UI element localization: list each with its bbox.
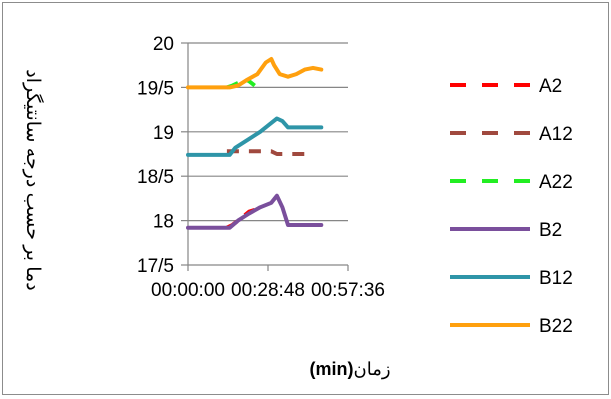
legend-item-a2: A2: [450, 76, 562, 97]
gridlines: [188, 42, 348, 222]
y-tick-label: 18: [153, 212, 174, 233]
legend-item-a22: A22: [450, 172, 573, 193]
series-line-b22: [186, 57, 324, 90]
chart-frame: 20 19/5 19 18/5 18 17/5 00:00:00 00:28:48 00:57…: [2, 2, 609, 395]
y-tick-labels: 20 19/5 19 18/5 18 17/5: [137, 34, 174, 277]
x-axis-label-unit: (min): [309, 359, 353, 379]
x-tick-labels: 00:00:00 00:28:48 00:57:36: [151, 280, 385, 301]
x-axis-label-text: زمان: [353, 359, 390, 380]
line-chart: 20 19/5 19 18/5 18 17/5 00:00:00 00:28:48 00:57…: [22, 34, 573, 380]
legend-label: A2: [539, 76, 562, 97]
y-tick-label: 20: [153, 34, 174, 55]
y-tick-label: 18/5: [137, 167, 174, 188]
y-tick-label: 19/5: [137, 78, 174, 99]
legend-item-b2: B2: [450, 220, 562, 241]
legend-label: A22: [539, 172, 573, 193]
y-tick-label: 19: [153, 123, 174, 144]
x-axis-label: زمان(min): [309, 359, 390, 380]
legend-label: B12: [539, 268, 573, 289]
x-tick-label: 00:57:36: [311, 280, 385, 301]
series-line-b12: [186, 116, 324, 157]
legend-label: B22: [539, 316, 573, 337]
y-tick-label: 17/5: [137, 256, 174, 277]
legend-item-a12: A12: [450, 124, 573, 145]
legend-item-b12: B12: [450, 268, 573, 289]
axes: [181, 42, 349, 271]
legend-label: B2: [539, 220, 562, 241]
x-tick-label: 00:28:48: [231, 280, 305, 301]
y-axis-label: دما بر حسب درجه سانتیگراد: [22, 69, 45, 290]
series-line-a12: [226, 149, 311, 156]
x-tick-label: 00:00:00: [151, 280, 225, 301]
legend-item-b22: B22: [450, 316, 573, 337]
legend-label: A12: [539, 124, 573, 145]
series-line-b2: [186, 193, 324, 230]
series-lines: [186, 57, 324, 230]
legend: A2 A12 A22 B2 B12 B22: [450, 76, 573, 337]
